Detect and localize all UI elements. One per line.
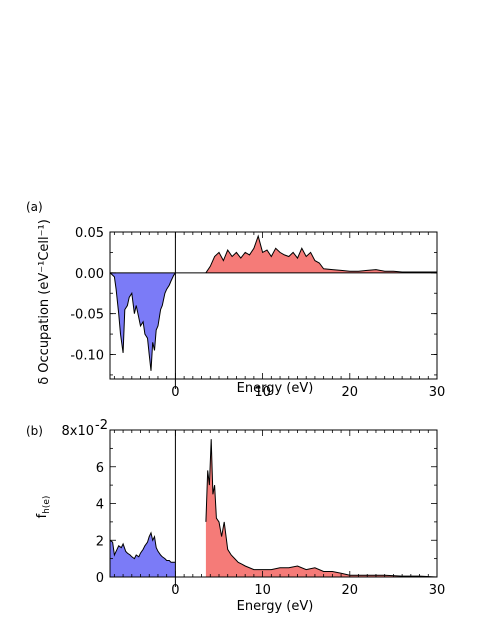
panel-a-ytick-label: -0.05: [70, 308, 104, 323]
panel-b-ytick-exponent: -2: [95, 418, 108, 433]
panel-a-ytick-label: -0.10: [70, 349, 104, 364]
panel-b-ytick-label: 6: [96, 461, 104, 476]
panel-b-xtick-label: 10: [254, 583, 271, 598]
panel-a-xtick-label: 0: [171, 385, 179, 400]
panel-a-frame: [109, 231, 438, 380]
panel-b-ytick-label: 8x10: [61, 424, 94, 439]
panel-b-ytick-label: 4: [96, 498, 104, 513]
panel-a-plot: 0 10 20 30 0.05 0.00 -0.05 -0.10: [70, 226, 445, 400]
panel-a-unoccupied-area: [205, 236, 437, 273]
panel-a-xtick-label: 30: [429, 385, 446, 400]
panel-a-xtick-label: 10: [254, 385, 271, 400]
panel-b-xlabel: Energy (eV): [237, 599, 314, 614]
panel-b-unoccupied-line: [205, 439, 438, 578]
panel-b-xtick-label: 30: [429, 583, 446, 598]
panel-b-ytick-label: 0: [96, 571, 104, 586]
panel-a-ytick-label: 0.00: [75, 267, 104, 282]
panel-a-xlabel: Energy (eV): [237, 381, 314, 396]
panel-b-plot: 0 10 20 30 0 2 4 6 8x10 -2: [61, 418, 445, 598]
panel-a-ytick-label: 0.05: [75, 226, 104, 241]
panel-b-occupied-line: [109, 531, 176, 563]
panel-b-ylabel-sub: h(e): [42, 496, 52, 514]
panel-b-occupied-area: [110, 532, 176, 577]
panel-b-ylabel: fh(e): [35, 496, 52, 519]
panel-b-ylabel-main: f: [35, 513, 50, 518]
panel-label-b: (b): [26, 424, 43, 438]
panel-a-occupied-line: [109, 272, 176, 371]
panel-a-unoccupied-line: [205, 234, 437, 274]
panel-b-xtick-label: 20: [342, 583, 359, 598]
panel-b-ytick-label: 2: [96, 534, 104, 549]
panel-b-xtick-label: 0: [171, 583, 179, 598]
panel-label-a: (a): [26, 200, 43, 214]
panel-a-xtick-label: 20: [342, 385, 359, 400]
panel-b-unoccupied-area: [205, 439, 437, 577]
panel-a-ylabel: δ Occupation (eV⁻¹Cell⁻¹): [37, 219, 52, 385]
